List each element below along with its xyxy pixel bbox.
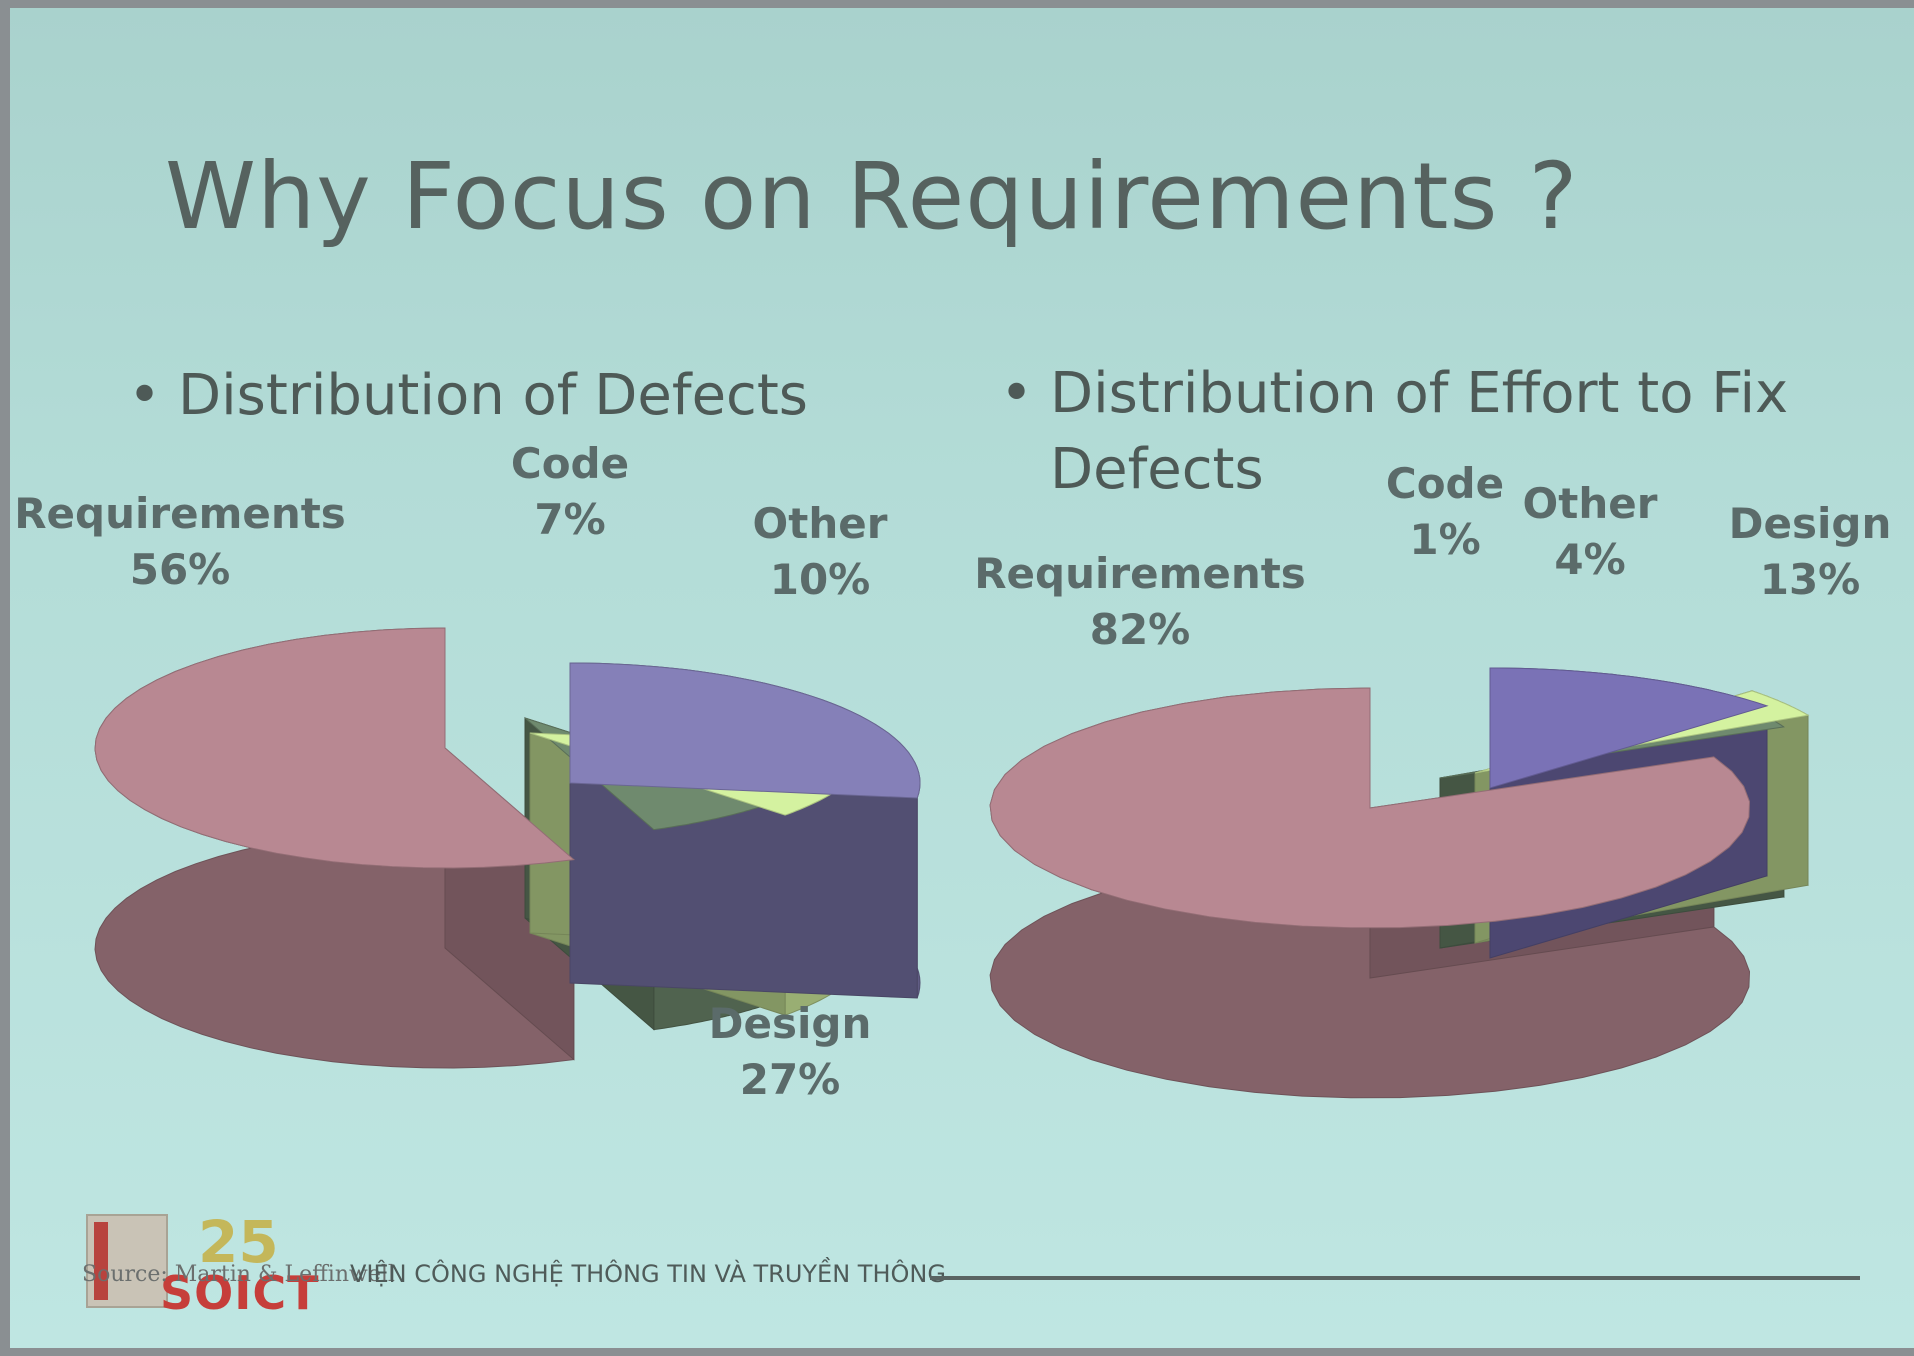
slice-design [569, 662, 921, 799]
bullet-text: Distribution of Defects [178, 363, 808, 428]
slice-value-requirements: 56% [130, 545, 231, 594]
slice-value-code: 1% [1409, 515, 1480, 564]
bullet-defects: • Distribution of Defects [128, 358, 938, 434]
logo-text: SOICT [160, 1266, 320, 1320]
slice-value-other: 10% [770, 555, 871, 604]
footer-institute: VIỆN CÔNG NGHỆ THÔNG TIN VÀ TRUYỀN THÔNG [350, 1260, 946, 1288]
logo-number: 25 [198, 1208, 279, 1276]
slice-label-other: Other [753, 499, 888, 548]
slice-value-other: 4% [1554, 535, 1625, 584]
slice-value-code: 7% [534, 495, 605, 544]
slice-label-code: Code [511, 439, 629, 488]
slice-label-requirements: Requirements [974, 549, 1306, 598]
bullet-dot: • [1000, 361, 1034, 426]
slice-label-requirements: Requirements [14, 489, 346, 538]
slide: Why Focus on Requirements ? • Distributi… [10, 8, 1914, 1348]
slide-title: Why Focus on Requirements ? [165, 143, 1579, 250]
pie-chart-1: Requirements 56% Code 7% Other 10% Design 27% [14, 439, 921, 1104]
slice-label-other: Other [1523, 479, 1658, 528]
slice-label-code: Code [1386, 459, 1504, 508]
bullet-dot: • [128, 363, 162, 428]
slice-value-design: 27% [740, 1055, 841, 1104]
slice-design [1489, 667, 1769, 789]
university-logo [86, 1214, 168, 1308]
slice-requirements [94, 627, 575, 869]
source-note: Source: Martin & Leffinwell [82, 1262, 395, 1287]
slice-value-design: 13% [1760, 555, 1861, 604]
pie-chart-2: Requirements 82% Code 1% Other 4% Design 13% [974, 459, 1892, 1099]
slice-label-design: Design [709, 999, 872, 1048]
slice-label-design: Design [1729, 499, 1892, 548]
bullet-text: Distribution of Effort to Fix Defects [1050, 361, 1789, 502]
bullet-effort: • Distribution of Effort to Fix Defects [1000, 356, 1810, 508]
slice-value-requirements: 82% [1090, 605, 1191, 654]
footer-rule [930, 1276, 1860, 1280]
slice-requirements [989, 687, 1751, 929]
